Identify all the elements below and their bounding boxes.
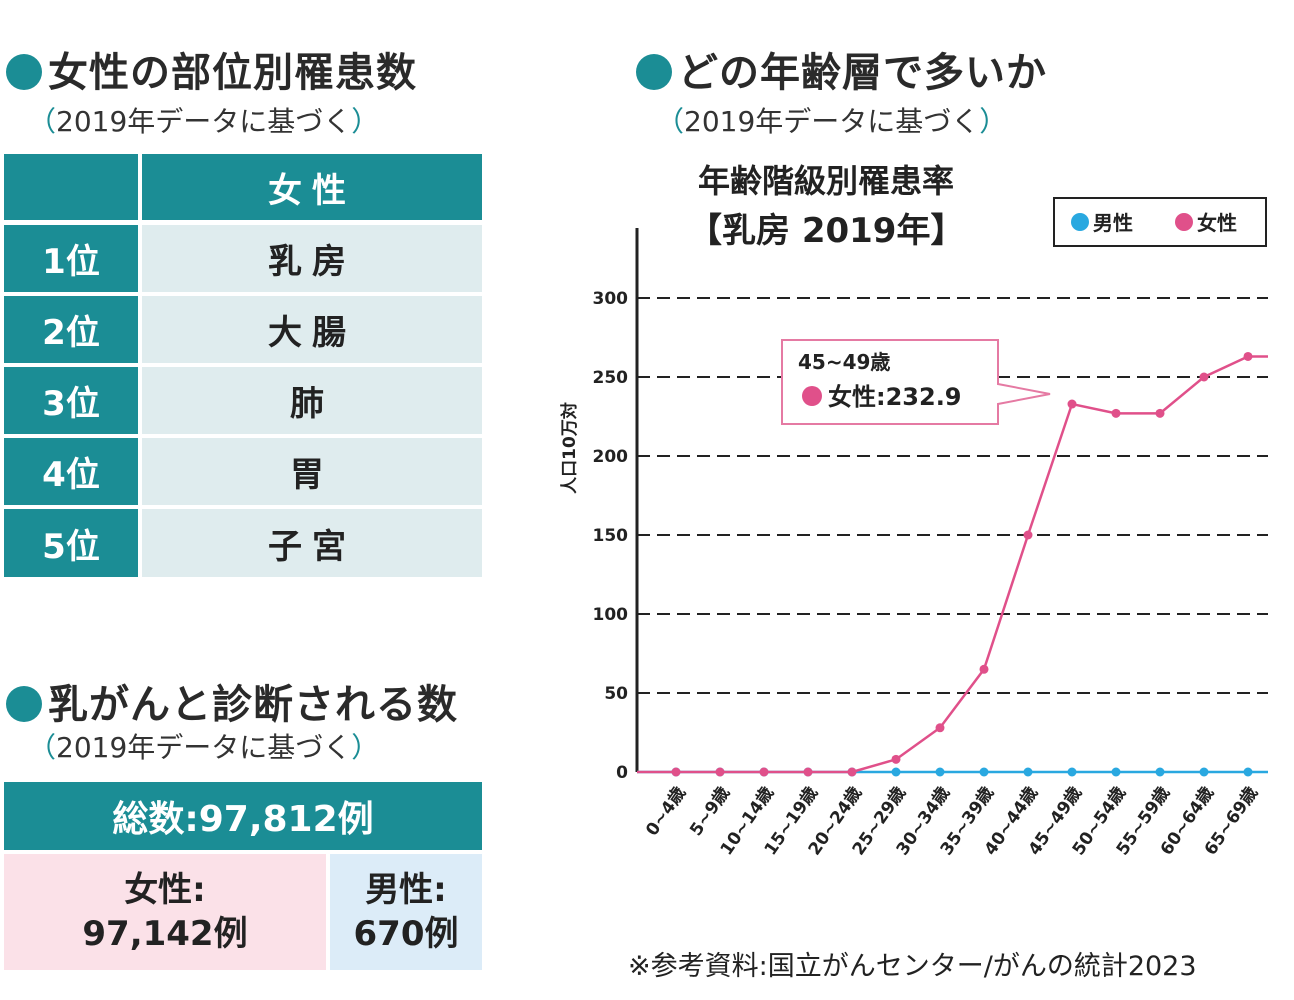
annotation-callout — [781, 339, 1051, 425]
data-point-male — [1155, 767, 1165, 777]
data-point-male — [1243, 767, 1253, 777]
ranking-subheading-text: 2019年データに基づく — [56, 105, 352, 138]
age-heading-text: どの年齢層で多いか — [678, 50, 1047, 96]
female-value: 97,142例 — [82, 914, 248, 954]
data-point-female — [671, 767, 681, 777]
data-point-female — [803, 767, 813, 777]
x-tick-label: 0~4歳 — [641, 783, 690, 840]
y-tick-label: 0 — [616, 763, 628, 783]
data-point-male — [1111, 767, 1121, 777]
source-note: ※参考資料:国立がんセンター/がんの統計2023 — [628, 951, 1197, 982]
data-point-female — [1023, 530, 1033, 540]
chart-title: 年齢階級別罹患率 — [698, 162, 954, 200]
age-heading: どの年齢層で多いか — [636, 40, 1047, 98]
data-point-female — [1243, 351, 1253, 361]
data-point-female — [935, 723, 945, 733]
bullet-icon — [6, 686, 42, 722]
table-rank-2: 2位 — [4, 296, 138, 363]
chart-subtitle: 【乳房 2019年】 — [688, 211, 964, 251]
data-point-male — [1199, 767, 1209, 777]
y-tick-label: 100 — [593, 605, 629, 625]
y-tick-label: 200 — [593, 447, 629, 467]
y-tick-label: 300 — [593, 289, 629, 309]
chart-series — [637, 351, 1268, 777]
bullet-icon — [636, 54, 672, 90]
data-point-male — [935, 767, 945, 777]
annotation-marker — [802, 386, 822, 406]
table-rank-5: 5位 — [4, 509, 138, 577]
diagnosis-subheading: （2019年データに基づく） — [28, 731, 380, 764]
table-site-2: 大腸 — [142, 296, 482, 363]
data-point-male — [1023, 767, 1033, 777]
x-axis-ticks: 0~4歳5~9歳10~14歳15~19歳20~24歳25~29歳30~34歳35… — [641, 783, 1262, 859]
data-point-male — [891, 767, 901, 777]
data-point-male — [979, 767, 989, 777]
legend-marker-female — [1175, 213, 1193, 231]
male-label: 男性: — [365, 870, 447, 910]
age-subheading-text: 2019年データに基づく — [684, 105, 980, 138]
legend-box — [1053, 197, 1267, 247]
y-axis-ticks: 0 50 100 150 200 250 300 — [593, 289, 629, 783]
table-rank-4: 4位 — [4, 438, 138, 505]
table-corner-cell — [4, 154, 138, 220]
y-tick-label: 250 — [593, 368, 629, 388]
table-site-5: 子宮 — [142, 509, 482, 577]
legend-label-female: 女性 — [1197, 211, 1237, 235]
table-site-3: 肺 — [142, 367, 482, 434]
y-axis-label: 人口10万対 — [559, 402, 580, 494]
table-site-1: 乳房 — [142, 225, 482, 292]
diagnosis-heading: 乳がんと診断される数 — [6, 672, 458, 730]
data-point-female — [715, 767, 725, 777]
diagnosis-female: 女性: 97,142例 — [4, 854, 326, 970]
diagnosis-male: 男性: 670例 — [330, 854, 482, 970]
series-line-female — [637, 355, 1268, 774]
x-tick-label: 5~9歳 — [685, 783, 734, 840]
table-site-4: 胃 — [142, 438, 482, 505]
y-tick-label: 50 — [604, 684, 628, 704]
data-point-male — [1067, 767, 1077, 777]
age-subheading: （2019年データに基づく） — [656, 105, 1008, 138]
y-tick-label: 150 — [593, 526, 629, 546]
legend-label-male: 男性 — [1093, 211, 1133, 235]
data-point-female — [1155, 408, 1165, 418]
legend-marker-male — [1071, 213, 1089, 231]
diagnosis-heading-text: 乳がんと診断される数 — [48, 682, 458, 728]
data-point-female — [759, 767, 769, 777]
ranking-heading-text: 女性の部位別罹患数 — [48, 50, 417, 96]
annotation-value: 女性:232.9 — [828, 383, 962, 411]
gridlines — [637, 297, 1268, 694]
ranking-heading: 女性の部位別罹患数 — [6, 40, 417, 98]
annotation-age: 45~49歳 — [798, 350, 890, 374]
ranking-subheading: （2019年データに基づく） — [28, 105, 380, 138]
data-point-female — [891, 754, 901, 764]
female-label: 女性: — [124, 870, 206, 910]
diagnosis-total: 総数:97,812例 — [4, 782, 482, 850]
data-point-female — [1111, 408, 1121, 418]
bullet-icon — [6, 54, 42, 90]
diagnosis-subheading-text: 2019年データに基づく — [56, 731, 352, 764]
data-point-female — [1199, 372, 1209, 382]
table-rank-1: 1位 — [4, 225, 138, 292]
chart-legend: 男性 女性 — [1053, 197, 1267, 247]
data-point-female — [847, 767, 857, 777]
data-point-female — [979, 664, 989, 674]
table-column-header: 女性 — [142, 154, 482, 220]
table-rank-3: 3位 — [4, 367, 138, 434]
data-point-female — [1067, 399, 1077, 409]
male-value: 670例 — [353, 914, 459, 954]
